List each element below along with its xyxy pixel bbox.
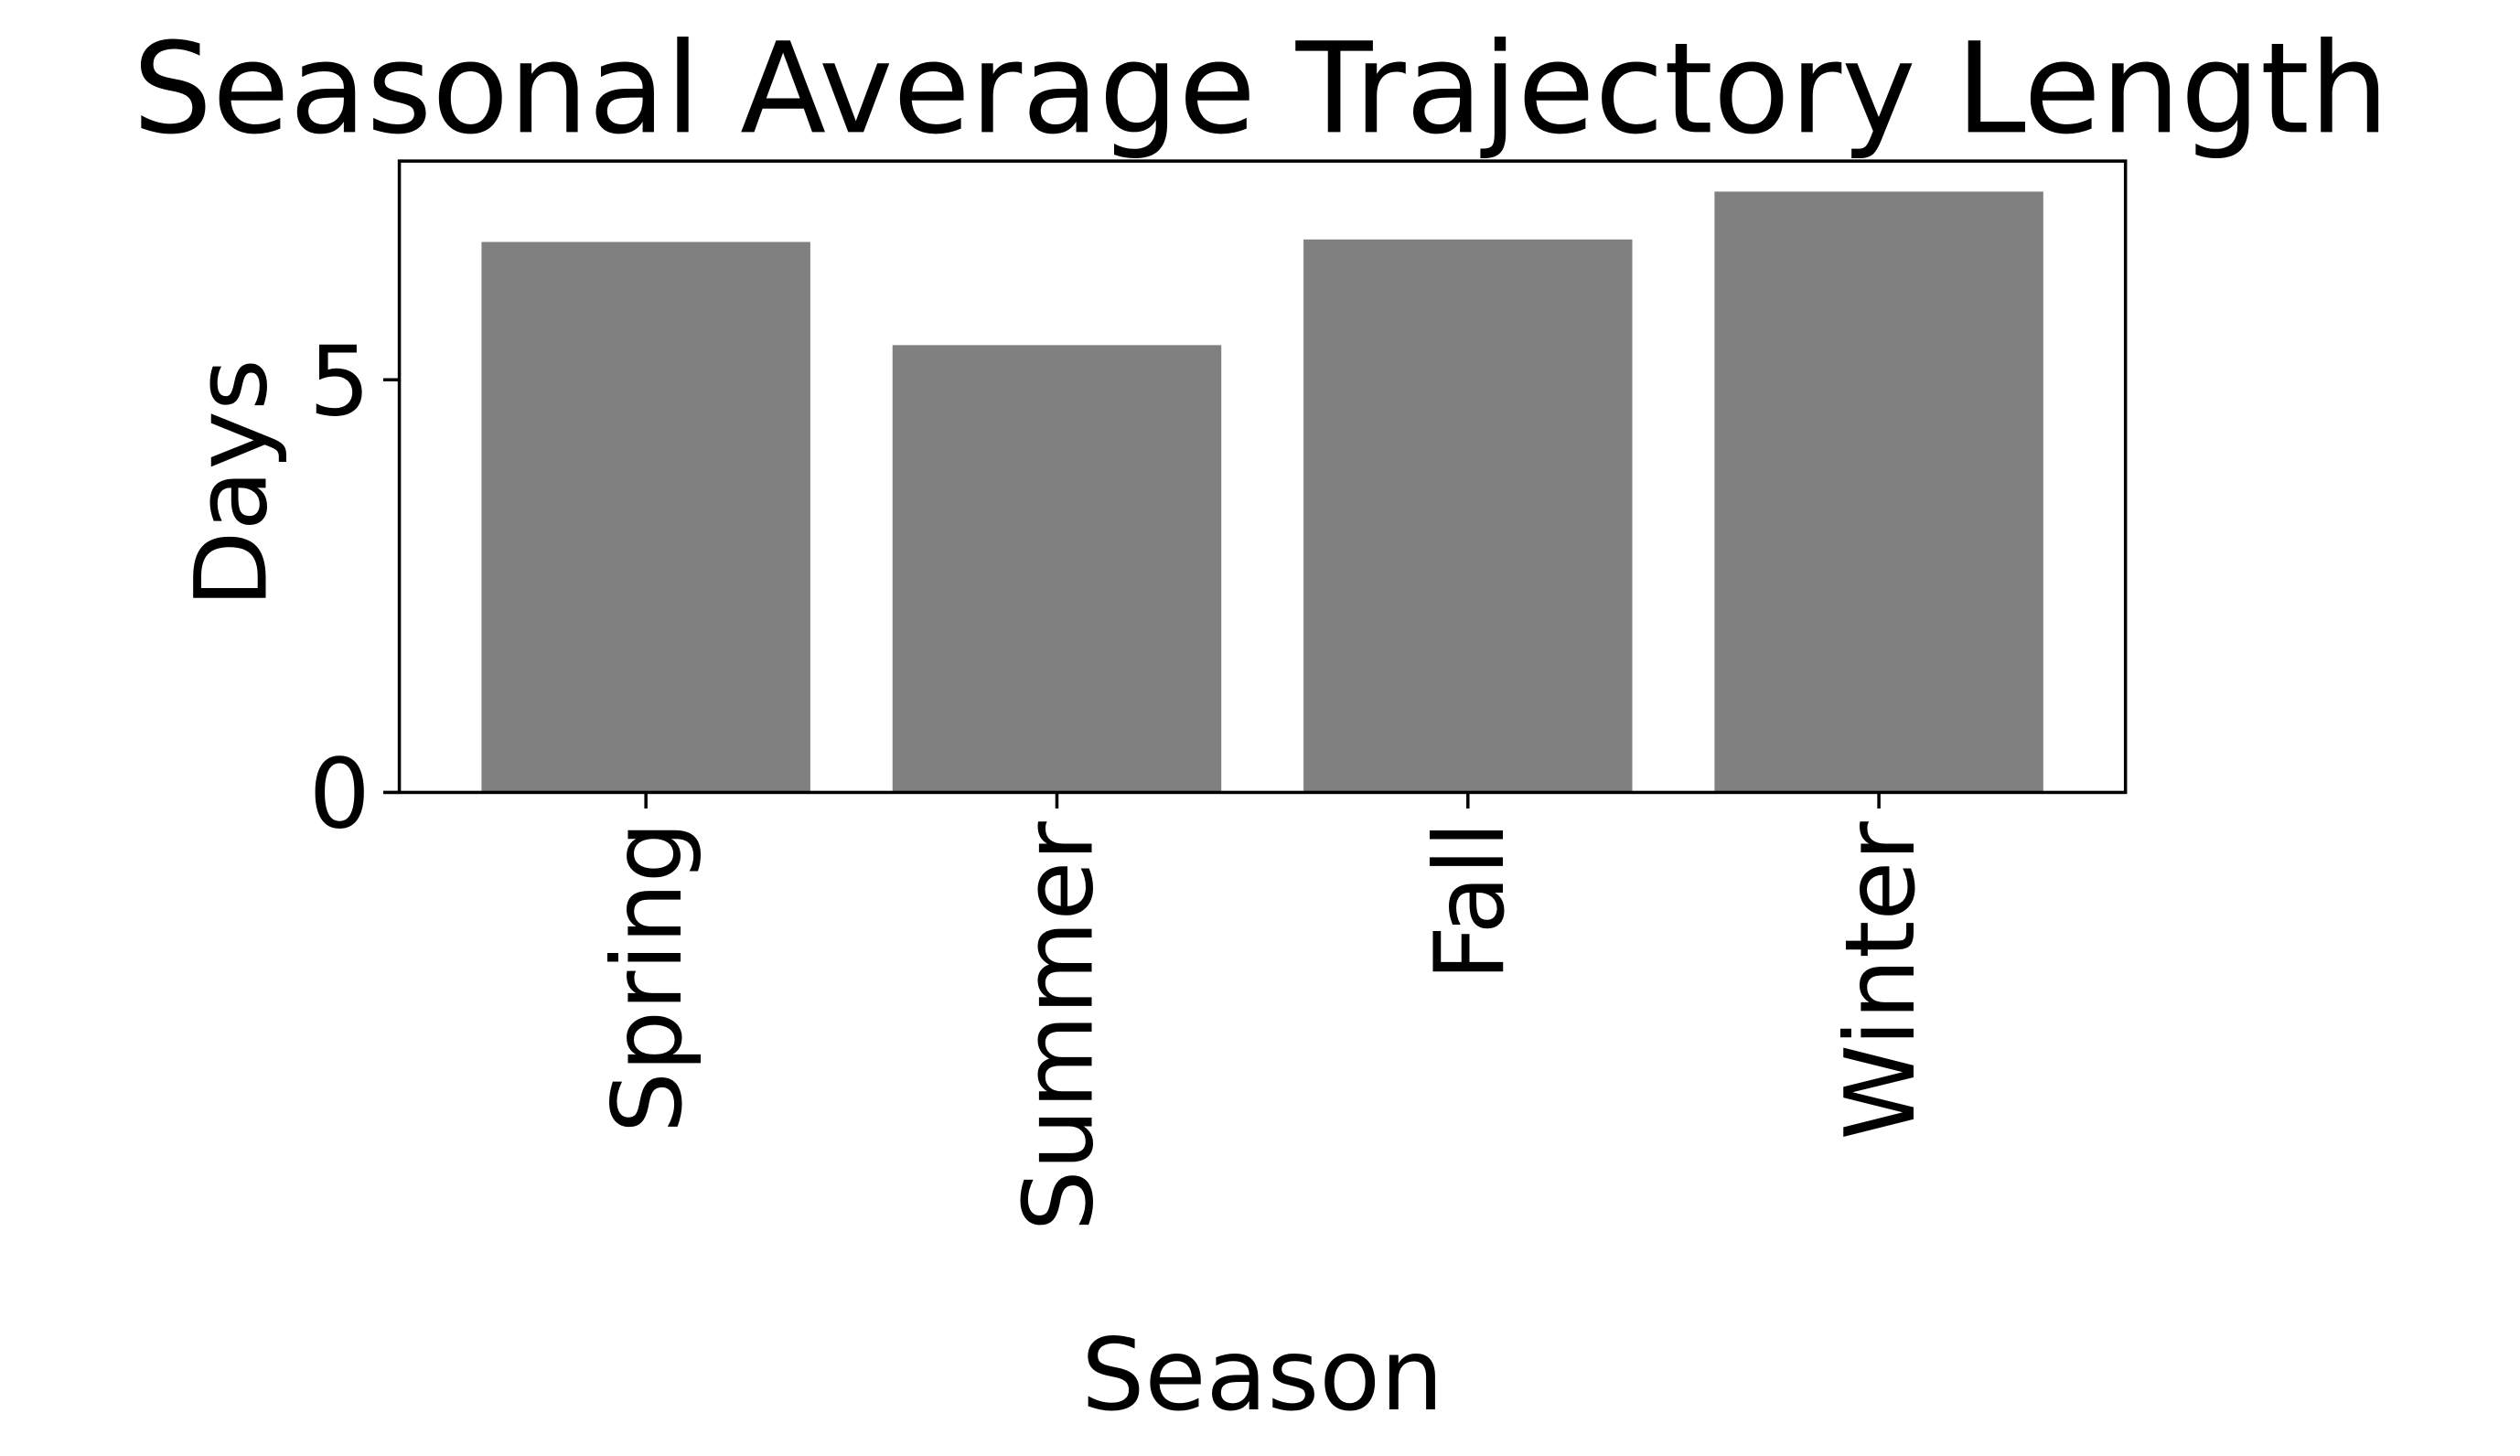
- x-tick-label-fall: Fall: [1413, 821, 1526, 981]
- bars-group: [481, 191, 2043, 793]
- bar-fall: [1303, 239, 1633, 793]
- bar-spring: [481, 241, 810, 793]
- y-axis-ticks: 05: [309, 325, 400, 850]
- x-axis-ticks: Spring Summer Fall Winter: [591, 792, 1936, 1231]
- bar-winter: [1714, 191, 2043, 793]
- chart-title: Seasonal Average Trajectory Length: [133, 16, 2389, 162]
- x-tick-label-summer: Summer: [1003, 821, 1115, 1232]
- y-axis-label: Days: [173, 359, 289, 607]
- y-tick-label: 5: [309, 325, 370, 437]
- x-tick-label-spring: Spring: [591, 821, 703, 1133]
- x-axis-label: Season: [1081, 1317, 1443, 1433]
- y-tick-label: 0: [309, 737, 370, 850]
- x-tick-label-winter: Winter: [1824, 821, 1936, 1140]
- bar-summer: [892, 345, 1222, 793]
- plot-area-frame: [397, 159, 2128, 795]
